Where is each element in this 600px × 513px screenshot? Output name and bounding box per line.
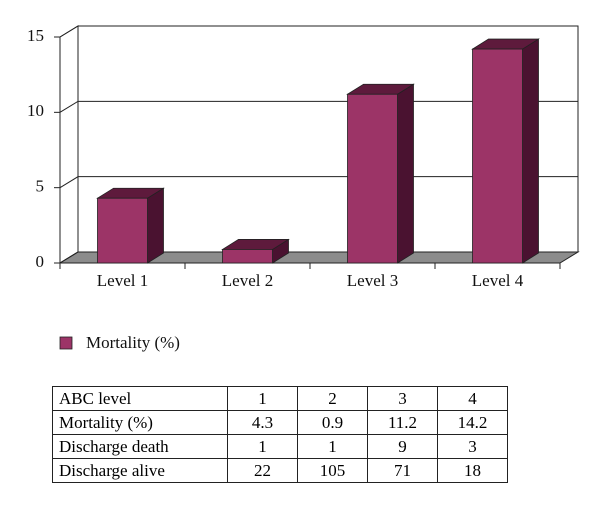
- table-cell: Discharge death: [52, 434, 228, 459]
- y-tick-label: 0: [36, 252, 45, 271]
- bar-side: [522, 38, 539, 264]
- legend-label: Mortality (%): [86, 333, 180, 352]
- y-tick-label: 5: [36, 177, 45, 196]
- table-cell: 11.2: [367, 410, 438, 435]
- table-cell: 105: [297, 458, 368, 483]
- table-cell: Discharge alive: [52, 458, 228, 483]
- y-tick-label: 15: [27, 26, 44, 45]
- bar-side: [397, 83, 414, 264]
- table-cell: 9: [367, 434, 438, 459]
- x-tick-label: Level 3: [347, 271, 398, 290]
- bar: [97, 197, 148, 264]
- table-cell: 18: [437, 458, 508, 483]
- bar-side: [147, 187, 164, 264]
- bar: [222, 249, 273, 264]
- bar: [472, 48, 523, 264]
- x-tick-label: Level 2: [222, 271, 273, 290]
- table-row: ABC level 1 2 3 4: [52, 386, 508, 411]
- chart: 0 5 10 15 Level 1 Level 2 Level 3 Level 4 Mortal…: [27, 25, 580, 352]
- table-cell: 4.3: [227, 410, 298, 435]
- table-row: Mortality (%) 4.3 0.9 11.2 14.2: [52, 410, 508, 435]
- bar: [347, 93, 398, 264]
- x-tick-label: Level 1: [97, 271, 148, 290]
- table-cell: 3: [437, 434, 508, 459]
- table-row: Discharge alive 22 105 71 18: [52, 458, 508, 483]
- table-cell: 22: [227, 458, 298, 483]
- y-tick-label: 10: [27, 101, 44, 120]
- table-cell: ABC level: [52, 386, 228, 411]
- grid-line: [59, 25, 578, 38]
- table-row: Discharge death 1 1 9 3: [52, 434, 508, 459]
- legend-swatch: [59, 336, 73, 350]
- table-cell: 14.2: [437, 410, 508, 435]
- x-tick-label: Level 4: [472, 271, 524, 290]
- table-cell: 4: [437, 386, 508, 411]
- table-cell: 0.9: [297, 410, 368, 435]
- table-cell: 1: [227, 434, 298, 459]
- data-table: ABC level 1 2 3 4 Mortality (%) 4.3 0.9 11.2 14.2…: [52, 386, 508, 483]
- table-cell: 3: [367, 386, 438, 411]
- table-cell: 71: [367, 458, 438, 483]
- table-cell: 1: [297, 434, 368, 459]
- table-cell: 2: [297, 386, 368, 411]
- side-wall: [59, 25, 79, 264]
- table-cell: Mortality (%): [52, 410, 228, 435]
- table-cell: 1: [227, 386, 298, 411]
